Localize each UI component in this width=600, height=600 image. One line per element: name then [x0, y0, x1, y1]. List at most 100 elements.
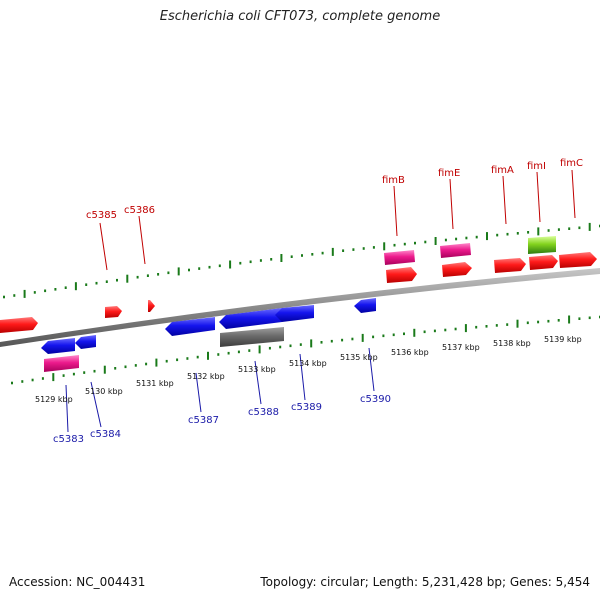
- forward-ruler-minor-tick: [506, 232, 509, 236]
- forward-ruler-major-tick: [537, 227, 540, 236]
- forward-ruler-minor-tick: [393, 243, 396, 247]
- kbp-label: 5134 kbp: [289, 359, 327, 368]
- reverse-ruler-minor-tick: [403, 332, 405, 336]
- gene-label-c5388[interactable]: c5388: [248, 407, 279, 418]
- forward-features: [0, 236, 597, 333]
- kbp-label: 5132 kbp: [187, 372, 225, 381]
- gene-label-c5384[interactable]: c5384: [90, 429, 121, 440]
- kbp-label: 5136 kbp: [391, 348, 429, 357]
- gene-label-c5385[interactable]: c5385: [86, 210, 117, 221]
- reverse-ruler-minor-tick: [444, 328, 447, 332]
- kbp-label: 5138 kbp: [493, 339, 531, 348]
- forward-ruler-minor-tick: [547, 229, 550, 232]
- forward-callout-lines: [99, 169, 576, 271]
- cds-fimA: [494, 258, 526, 273]
- forward-ruler-minor-tick: [290, 255, 293, 258]
- reverse-ruler-minor-tick: [392, 333, 395, 337]
- reverse-ruler-minor-tick: [372, 335, 375, 339]
- cds-fimC: [559, 252, 597, 268]
- callout-c5388: [254, 360, 262, 405]
- forward-ruler-minor-tick: [352, 248, 355, 251]
- reverse-ruler-minor-tick: [217, 353, 220, 356]
- reverse-gene-labels: c5383 c5384 c5387 c5388 c5389 c5390: [53, 394, 391, 445]
- reverse-ruler-minor-tick: [537, 320, 540, 324]
- reverse-ruler-major-tick: [310, 339, 313, 348]
- forward-ruler-minor-tick: [64, 286, 67, 289]
- reverse-ruler-minor-tick: [495, 324, 498, 327]
- genome-backbone: [0, 268, 600, 347]
- cds-c5390: [354, 298, 376, 313]
- forward-ruler-major-tick: [74, 282, 77, 291]
- gene-label-c5386[interactable]: c5386: [124, 205, 155, 216]
- forward-ruler-major-tick: [177, 267, 180, 276]
- cds-c5384: [75, 335, 96, 349]
- kbp-label: 5137 kbp: [442, 343, 480, 352]
- reverse-ruler-minor-tick: [341, 338, 344, 342]
- reverse-ruler-minor-tick: [578, 317, 581, 320]
- reverse-ruler-minor-tick: [237, 350, 240, 354]
- forward-ruler-minor-tick: [13, 294, 16, 297]
- gene-label-fimC[interactable]: fimC: [560, 158, 583, 169]
- kbp-label: 5133 kbp: [238, 365, 276, 374]
- forward-ruler-minor-tick: [301, 254, 303, 257]
- reverse-ruler-minor-tick: [547, 319, 550, 323]
- callout-c5389: [299, 353, 306, 401]
- gene-label-fimI[interactable]: fimI: [527, 161, 546, 172]
- forward-ruler-major-tick: [434, 237, 437, 245]
- cds-fimB: [386, 267, 417, 283]
- forward-ruler-major-tick: [126, 274, 129, 283]
- reverse-features: [41, 298, 376, 372]
- gene-label-fimE[interactable]: fimE: [438, 168, 460, 179]
- gene-label-c5383[interactable]: c5383: [53, 434, 84, 445]
- reverse-ruler-minor-tick: [268, 346, 271, 350]
- forward-ruler-minor-tick: [475, 235, 478, 239]
- forward-ruler-minor-tick: [568, 227, 571, 230]
- reverse-ruler-minor-tick: [423, 330, 426, 334]
- reverse-ruler-minor-tick: [83, 371, 86, 374]
- forward-ruler-minor-tick: [44, 289, 47, 293]
- forward-ruler-minor-tick: [198, 267, 201, 270]
- gene-label-fimA[interactable]: fimA: [491, 165, 514, 176]
- reverse-ruler-minor-tick: [72, 372, 75, 376]
- callout-fimA: [502, 175, 507, 225]
- forward-strand-ruler: [3, 222, 600, 299]
- reverse-ruler-minor-tick: [31, 378, 34, 382]
- reverse-ruler-major-tick: [464, 324, 467, 333]
- callout-fimB: [393, 185, 398, 237]
- forward-ruler-major-tick: [486, 232, 488, 241]
- forward-ruler-minor-tick: [146, 274, 149, 277]
- forward-ruler-minor-tick: [136, 275, 139, 279]
- cds-c5388: [219, 308, 282, 329]
- forward-ruler-minor-tick: [311, 253, 314, 256]
- gene-label-fimB[interactable]: fimB: [382, 175, 405, 186]
- forward-ruler-minor-tick: [414, 241, 416, 245]
- reverse-ruler-minor-tick: [114, 367, 117, 370]
- forward-ruler-minor-tick: [270, 258, 273, 261]
- reverse-ruler-minor-tick: [165, 359, 168, 363]
- forward-gene-labels: c5385 c5386 fimB fimE fimA fimI fimC: [86, 158, 583, 221]
- reverse-callout-lines: [65, 347, 375, 433]
- cds-c5383: [41, 338, 75, 354]
- forward-ruler-minor-tick: [259, 259, 262, 262]
- reverse-ruler-minor-tick: [299, 343, 302, 346]
- callout-c5383: [65, 384, 69, 433]
- gene-label-c5390[interactable]: c5390: [360, 394, 391, 405]
- forward-ruler-minor-tick: [578, 226, 581, 230]
- forward-ruler-minor-tick: [516, 232, 519, 235]
- kbp-label: 5139 kbp: [544, 335, 582, 344]
- gene-label-c5387[interactable]: c5387: [188, 415, 219, 426]
- kbp-label: 5135 kbp: [340, 353, 378, 362]
- reverse-ruler-minor-tick: [433, 329, 436, 333]
- gene-label-c5389[interactable]: c5389: [291, 402, 322, 413]
- cds-c5386: [148, 300, 155, 312]
- forward-ruler-minor-tick: [249, 260, 252, 264]
- forward-ruler-minor-tick: [3, 295, 5, 299]
- forward-ruler-minor-tick: [557, 228, 560, 231]
- reverse-ruler-minor-tick: [485, 325, 488, 328]
- reverse-ruler-minor-tick: [557, 319, 560, 322]
- gene-fimE: [440, 243, 471, 258]
- gene-c5383: [44, 355, 79, 372]
- reverse-ruler-minor-tick: [62, 374, 65, 377]
- callout-fimE: [449, 178, 454, 230]
